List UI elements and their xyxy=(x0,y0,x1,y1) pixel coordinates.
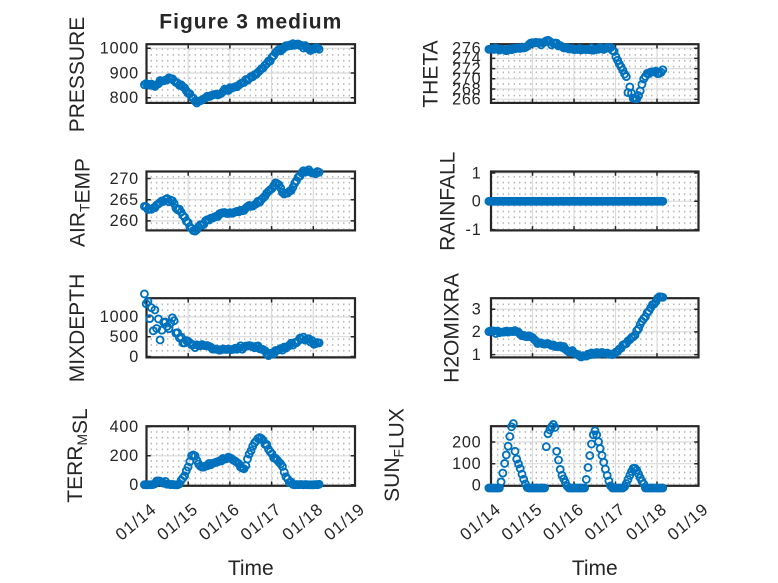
svg-text:Time: Time xyxy=(228,557,274,580)
svg-text:270: 270 xyxy=(110,170,139,188)
svg-text:MIXDEPTH: MIXDEPTH xyxy=(66,274,89,383)
svg-text:THETA: THETA xyxy=(419,40,442,107)
svg-text:500: 500 xyxy=(110,328,139,346)
svg-text:100: 100 xyxy=(452,455,481,473)
svg-text:400: 400 xyxy=(110,418,139,436)
svg-text:1000: 1000 xyxy=(100,40,139,58)
svg-text:3: 3 xyxy=(472,301,482,319)
svg-text:0: 0 xyxy=(472,193,482,211)
svg-text:270: 270 xyxy=(452,70,481,88)
svg-text:-1: -1 xyxy=(466,221,482,239)
svg-text:274: 274 xyxy=(452,50,481,68)
svg-text:1000: 1000 xyxy=(100,308,139,326)
svg-text:200: 200 xyxy=(110,447,139,465)
svg-text:0: 0 xyxy=(129,348,139,366)
svg-text:800: 800 xyxy=(110,89,139,107)
svg-text:Time: Time xyxy=(572,557,618,580)
svg-text:0: 0 xyxy=(472,477,482,495)
svg-text:276: 276 xyxy=(452,40,481,58)
svg-text:266: 266 xyxy=(452,91,481,109)
svg-text:1: 1 xyxy=(472,346,482,364)
svg-text:268: 268 xyxy=(452,80,481,98)
svg-text:H2OMIXRA: H2OMIXRA xyxy=(441,273,464,383)
svg-text:0: 0 xyxy=(129,476,139,494)
svg-text:200: 200 xyxy=(452,433,481,451)
svg-text:272: 272 xyxy=(452,60,481,78)
svg-text:260: 260 xyxy=(110,212,139,230)
svg-text:1: 1 xyxy=(472,164,482,182)
svg-text:2: 2 xyxy=(472,323,482,341)
svg-text:RAINFALL: RAINFALL xyxy=(437,152,460,251)
svg-text:900: 900 xyxy=(110,64,139,82)
svg-text:PRESSURE: PRESSURE xyxy=(66,17,89,133)
svg-text:Figure 3 medium: Figure 3 medium xyxy=(159,10,342,33)
svg-text:265: 265 xyxy=(110,191,139,209)
